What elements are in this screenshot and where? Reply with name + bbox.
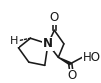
Text: O: O [50,11,59,24]
Text: H: H [10,36,19,46]
Text: N: N [43,37,53,50]
Text: HO: HO [83,51,101,64]
Text: O: O [67,69,76,82]
Polygon shape [58,57,71,65]
